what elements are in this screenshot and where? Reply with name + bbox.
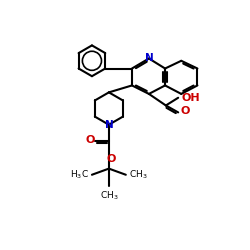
Text: OH: OH <box>181 93 200 103</box>
Text: H$_3$C: H$_3$C <box>70 168 89 181</box>
Text: CH$_3$: CH$_3$ <box>100 190 118 202</box>
Text: N: N <box>104 120 113 130</box>
Text: N: N <box>144 53 153 63</box>
Text: O: O <box>180 106 190 116</box>
Text: CH$_3$: CH$_3$ <box>129 168 148 181</box>
Text: O: O <box>86 135 95 145</box>
Text: O: O <box>106 154 116 164</box>
